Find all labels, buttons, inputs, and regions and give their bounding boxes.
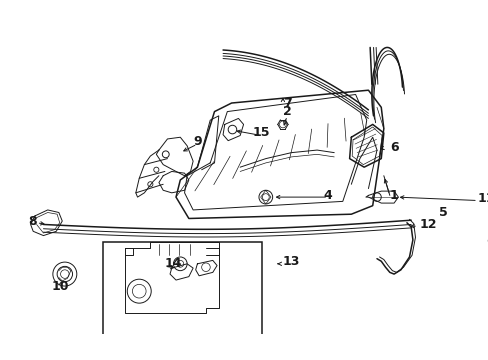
Text: 5: 5 <box>438 206 447 219</box>
Text: 15: 15 <box>252 126 270 139</box>
Text: 3: 3 <box>486 231 488 245</box>
Text: 12: 12 <box>419 218 436 231</box>
Text: 8: 8 <box>28 215 37 228</box>
Text: 1: 1 <box>389 189 398 202</box>
Text: 6: 6 <box>389 141 398 154</box>
Text: 11: 11 <box>477 192 488 205</box>
Circle shape <box>53 262 77 286</box>
Text: 14: 14 <box>164 257 182 270</box>
Text: 10: 10 <box>52 280 69 293</box>
Text: 2: 2 <box>282 105 291 118</box>
Text: 9: 9 <box>193 135 201 148</box>
Text: 4: 4 <box>323 189 332 202</box>
Text: 7: 7 <box>282 96 291 109</box>
Bar <box>103 242 261 345</box>
Text: 13: 13 <box>283 255 300 268</box>
